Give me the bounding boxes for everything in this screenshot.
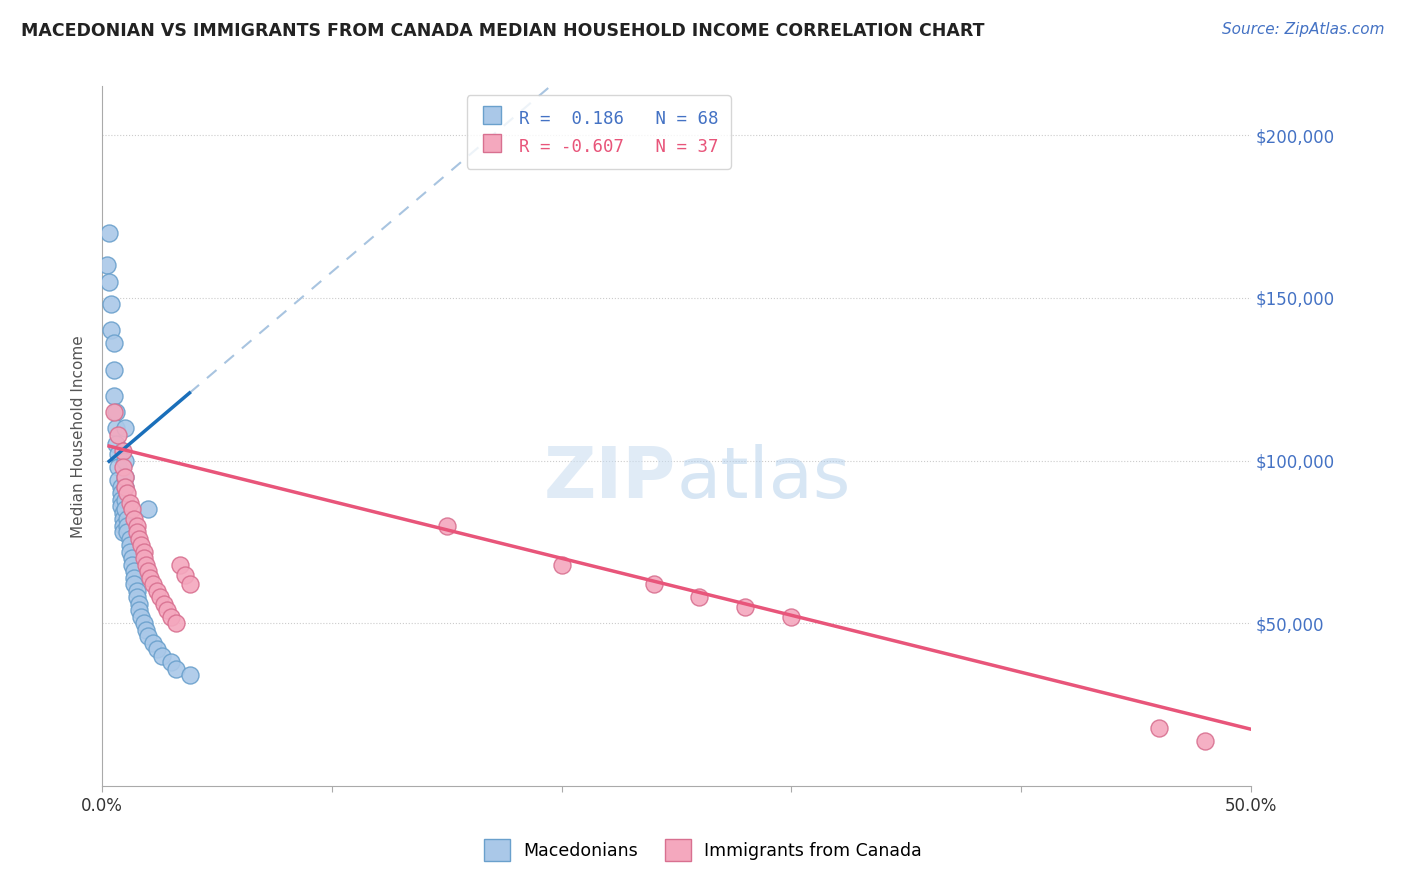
Point — [121, 551, 143, 566]
Point — [155, 603, 177, 617]
Point — [128, 603, 150, 617]
Point — [136, 565, 159, 579]
Y-axis label: Median Household Income: Median Household Income — [72, 334, 86, 538]
Point — [114, 502, 136, 516]
Point — [688, 591, 710, 605]
Point — [121, 558, 143, 572]
Point — [160, 610, 183, 624]
Point — [179, 577, 201, 591]
Point — [136, 629, 159, 643]
Point — [550, 558, 572, 572]
Point — [129, 610, 152, 624]
Point — [179, 668, 201, 682]
Point — [114, 470, 136, 484]
Point — [128, 532, 150, 546]
Point — [125, 518, 148, 533]
Point — [96, 259, 118, 273]
Point — [135, 558, 157, 572]
Point — [117, 525, 139, 540]
Point — [117, 518, 139, 533]
Point — [129, 538, 152, 552]
Point — [117, 512, 139, 526]
Point — [125, 525, 148, 540]
Point — [128, 597, 150, 611]
Point — [111, 506, 134, 520]
Point — [734, 600, 756, 615]
Point — [124, 512, 146, 526]
Point — [104, 437, 127, 451]
Point — [118, 496, 141, 510]
Point — [111, 443, 134, 458]
Point — [139, 571, 162, 585]
Legend: Macedonians, Immigrants from Canada: Macedonians, Immigrants from Canada — [470, 825, 936, 874]
Point — [110, 486, 132, 500]
Point — [169, 558, 191, 572]
Point — [150, 648, 173, 663]
Point — [98, 226, 121, 240]
Point — [142, 577, 165, 591]
Text: ZIP: ZIP — [544, 443, 676, 513]
Point — [132, 551, 155, 566]
Point — [124, 577, 146, 591]
Point — [103, 388, 125, 402]
Point — [104, 421, 127, 435]
Point — [142, 636, 165, 650]
Point — [100, 323, 122, 337]
Point — [103, 362, 125, 376]
Point — [107, 460, 129, 475]
Point — [114, 453, 136, 467]
Point — [111, 512, 134, 526]
Point — [118, 538, 141, 552]
Point — [1194, 733, 1216, 747]
Point — [643, 577, 665, 591]
Point — [121, 502, 143, 516]
Point — [110, 492, 132, 507]
Point — [110, 500, 132, 514]
Point — [780, 610, 803, 624]
Point — [146, 583, 169, 598]
Point — [165, 662, 187, 676]
Point — [114, 421, 136, 435]
Point — [114, 470, 136, 484]
Point — [174, 567, 197, 582]
Point — [124, 565, 146, 579]
Legend: R =  0.186   N = 68, R = -0.607   N = 37: R = 0.186 N = 68, R = -0.607 N = 37 — [467, 95, 731, 169]
Point — [436, 518, 458, 533]
Point — [110, 480, 132, 494]
Point — [114, 480, 136, 494]
Point — [160, 656, 183, 670]
Point — [100, 297, 122, 311]
Text: MACEDONIAN VS IMMIGRANTS FROM CANADA MEDIAN HOUSEHOLD INCOME CORRELATION CHART: MACEDONIAN VS IMMIGRANTS FROM CANADA MED… — [21, 22, 984, 40]
Point — [165, 616, 187, 631]
Point — [124, 571, 146, 585]
Point — [125, 591, 148, 605]
Point — [125, 583, 148, 598]
Point — [98, 275, 121, 289]
Point — [103, 405, 125, 419]
Point — [135, 623, 157, 637]
Point — [117, 486, 139, 500]
Point — [104, 405, 127, 419]
Point — [118, 545, 141, 559]
Point — [111, 525, 134, 540]
Point — [149, 591, 172, 605]
Point — [111, 518, 134, 533]
Point — [146, 642, 169, 657]
Point — [107, 447, 129, 461]
Point — [118, 532, 141, 546]
Point — [107, 427, 129, 442]
Text: Source: ZipAtlas.com: Source: ZipAtlas.com — [1222, 22, 1385, 37]
Text: atlas: atlas — [676, 443, 851, 513]
Point — [132, 545, 155, 559]
Point — [103, 336, 125, 351]
Point — [107, 473, 129, 487]
Point — [153, 597, 176, 611]
Point — [114, 480, 136, 494]
Point — [132, 616, 155, 631]
Point — [1147, 721, 1170, 735]
Point — [111, 460, 134, 475]
Point — [114, 492, 136, 507]
Point — [136, 502, 159, 516]
